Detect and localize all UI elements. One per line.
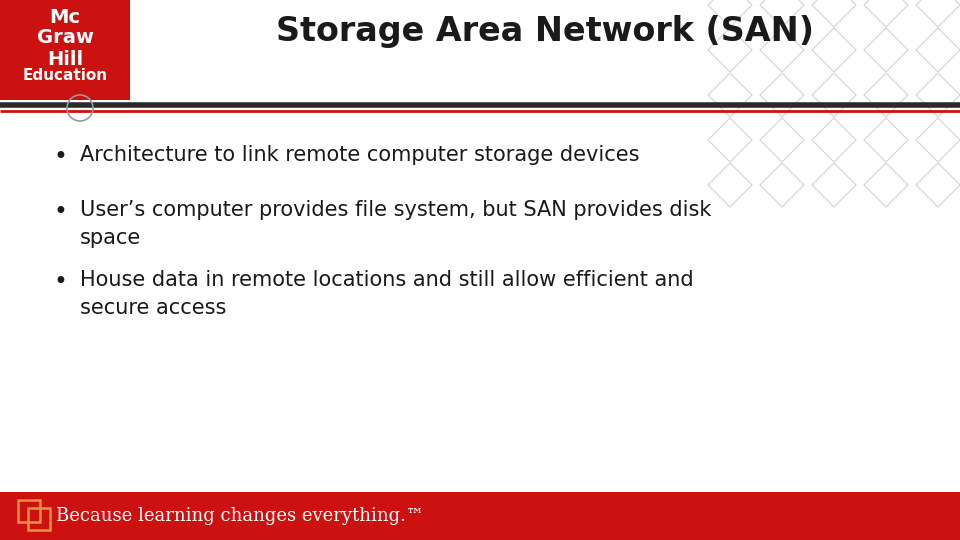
- Text: Because learning changes everything.™: Because learning changes everything.™: [56, 507, 424, 525]
- Text: Hill: Hill: [47, 50, 84, 69]
- Text: Architecture to link remote computer storage devices: Architecture to link remote computer sto…: [80, 145, 639, 165]
- Bar: [0, 492, 960, 540]
- Text: Graw: Graw: [36, 28, 93, 47]
- Bar: [18, 500, 40, 522]
- Text: House data in remote locations and still allow efficient and
secure access: House data in remote locations and still…: [80, 270, 694, 318]
- Bar: [0, 0, 130, 100]
- Text: •: •: [53, 145, 67, 169]
- Text: Storage Area Network (SAN): Storage Area Network (SAN): [276, 15, 814, 48]
- Text: •: •: [53, 270, 67, 294]
- Text: •: •: [53, 200, 67, 224]
- Bar: [28, 508, 50, 530]
- Text: Education: Education: [22, 68, 108, 83]
- Text: Mc: Mc: [50, 8, 81, 27]
- Text: User’s computer provides file system, but SAN provides disk
space: User’s computer provides file system, bu…: [80, 200, 711, 248]
